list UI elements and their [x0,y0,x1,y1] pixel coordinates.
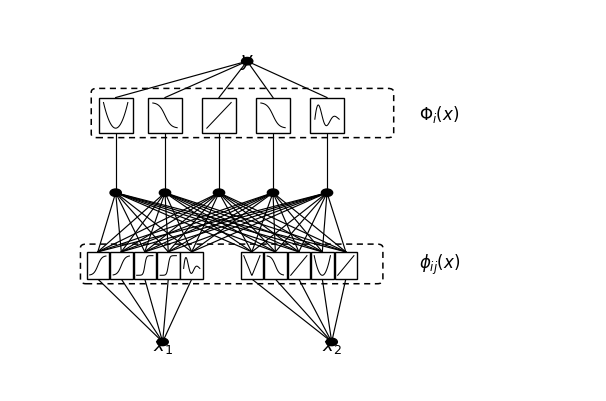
Text: $y$: $y$ [240,53,255,72]
Bar [110,252,133,279]
Circle shape [110,190,121,197]
Bar [310,98,344,134]
Bar [241,252,263,279]
Circle shape [267,190,279,197]
Bar [87,252,109,279]
Bar [264,252,287,279]
Circle shape [213,190,225,197]
Bar [181,252,203,279]
Bar [157,252,179,279]
Text: $\Phi_i(x)$: $\Phi_i(x)$ [419,103,459,124]
Text: $x_2$: $x_2$ [322,337,342,355]
Bar [133,252,156,279]
Circle shape [157,338,168,346]
Text: $x_1$: $x_1$ [153,337,173,355]
Circle shape [159,190,171,197]
Circle shape [242,58,253,66]
Text: $\phi_{ij}(x)$: $\phi_{ij}(x)$ [419,252,460,276]
Bar [288,252,310,279]
Circle shape [321,190,333,197]
Bar [335,252,357,279]
Bar [311,252,333,279]
Bar [99,98,133,134]
Bar [256,98,290,134]
Bar [148,98,182,134]
Circle shape [326,338,338,346]
Bar [202,98,236,134]
